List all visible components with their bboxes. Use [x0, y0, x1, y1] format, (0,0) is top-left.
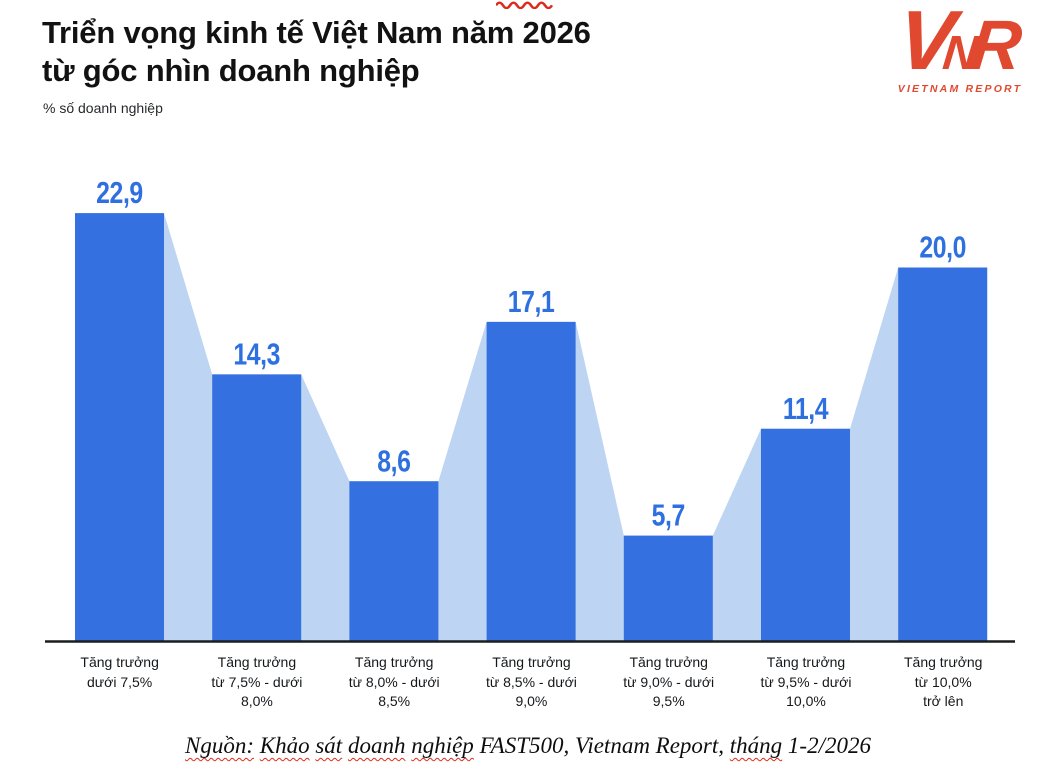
source-word-squiggled: Nguồn:	[185, 733, 255, 758]
bar	[75, 213, 164, 643]
category-label: Tăng trưởng dưới 7,5%	[51, 653, 188, 712]
category-label-line: Tăng trưởng	[903, 654, 983, 670]
category-label-line: từ 7,5% - dưới	[211, 673, 303, 690]
vietnam-report-logo: VNR VIETNAM REPORT	[890, 0, 1030, 95]
category-label-line: từ 9,5% - dưới	[760, 673, 852, 690]
category-label-line: 9,5%	[652, 693, 685, 709]
bar	[212, 374, 302, 643]
bar-value-label: 17,1	[508, 284, 555, 318]
chart-title-line2: từ góc nhìn doanh nghiệp	[42, 53, 420, 88]
source-word-squiggled: nghiệp	[411, 733, 474, 758]
source-word-squiggled: doanh	[347, 733, 406, 758]
bar	[486, 321, 576, 643]
chart-title: Triển vọng kinh tế Việt Nam năm 2026 từ …	[42, 14, 591, 90]
category-label-line: Tăng trưởng	[629, 654, 708, 670]
category-label: Tăng trưởng từ 7,5% - dưới 8,0%	[188, 653, 325, 712]
bar	[898, 267, 988, 643]
chart-title-line1: Triển vọng kinh tế Việt Nam năm 2026	[42, 15, 591, 50]
chart-subtitle: % số doanh nghiệp	[43, 100, 163, 116]
bar-value-label: 5,7	[652, 498, 685, 532]
category-label-line: 9,0%	[515, 693, 548, 709]
spellcheck-squiggle-icon	[496, 1, 553, 9]
bar	[623, 535, 713, 643]
vnr-logo-icon: VNR	[886, 0, 1034, 87]
category-label: Tăng trưởng từ 9,5% - dưới 10,0%	[737, 653, 874, 712]
source-word-squiggled: sát	[315, 733, 343, 758]
bar-value-label: 22,9	[96, 176, 143, 210]
source-citation: Nguồn: Khảo sát doanh nghiệp FAST500, Vi…	[0, 733, 1056, 759]
category-label-line: 8,0%	[240, 693, 273, 709]
bar	[349, 481, 439, 643]
category-label-line: dưới 7,5%	[87, 673, 153, 690]
bar-value-label: 11,4	[783, 391, 829, 425]
category-label-line: Tăng trưởng	[766, 654, 846, 670]
bar-chart-plot: 22,9 14,3 8,6 17,1 5,7 11,4 20,0	[45, 176, 1015, 643]
category-label-line: Tăng trưởng	[492, 654, 571, 670]
category-label-line: từ 8,0% - dưới	[348, 673, 440, 690]
logo-wordmark: VIETNAM REPORT	[897, 83, 1023, 95]
category-label: Tăng trưởng từ 8,5% - dưới 9,0%	[463, 653, 600, 712]
logo-letter-r: R	[966, 6, 1026, 84]
category-label-line: từ 9,0% - dưới	[623, 673, 715, 690]
source-word-squiggled: tháng	[729, 733, 783, 758]
category-label-line: Tăng trưởng	[354, 654, 434, 670]
source-word-squiggled: Khảo	[259, 733, 310, 758]
source-text: 1-2/2026	[782, 733, 871, 758]
category-label: Tăng trưởng từ 8,0% - dưới 8,5%	[326, 653, 463, 712]
category-label-line: 10,0%	[786, 693, 826, 709]
category-label-line: từ 8,5% - dưới	[485, 673, 577, 690]
source-text: FAST500, Vietnam Report,	[473, 733, 730, 758]
category-label-line: Tăng trưởng	[80, 654, 159, 670]
category-label-line: trở lên	[923, 693, 964, 709]
category-label-line: Tăng trưởng	[217, 654, 297, 670]
bar-value-label: 14,3	[233, 337, 280, 371]
x-axis-category-labels: Tăng trưởng dưới 7,5% Tăng trưởng từ 7,5% -…	[51, 653, 1012, 712]
bar-value-label: 20,0	[919, 230, 966, 264]
bar	[761, 428, 850, 643]
bar-value-label: 8,6	[377, 444, 410, 478]
category-label: Tăng trưởng từ 10,0% trở lên	[875, 653, 1012, 712]
category-label-line: từ 10,0%	[914, 673, 972, 690]
category-label-line: 8,5%	[378, 693, 411, 709]
category-label: Tăng trưởng từ 9,0% - dưới 9,5%	[600, 653, 737, 712]
